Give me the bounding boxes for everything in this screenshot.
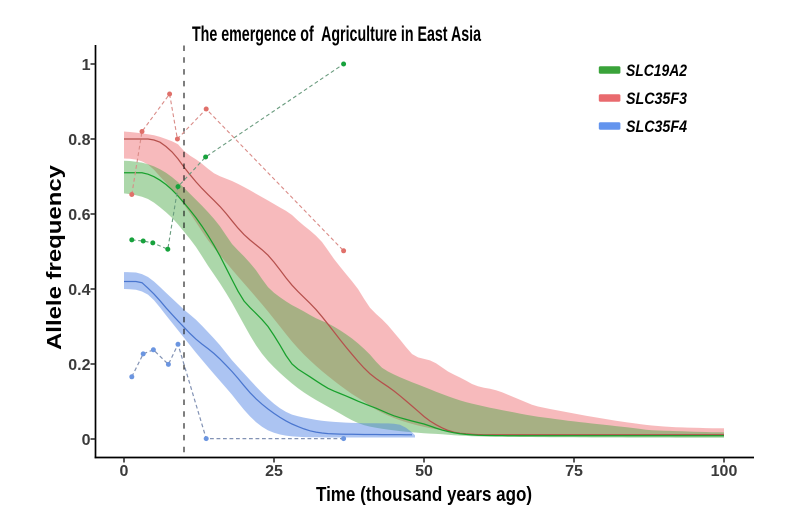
svg-text:0.6: 0.6 [68, 207, 90, 224]
svg-text:1: 1 [82, 57, 91, 74]
svg-text:0.4: 0.4 [68, 282, 90, 299]
svg-text:0: 0 [120, 463, 129, 480]
svg-text:0: 0 [82, 432, 91, 449]
svg-text:0.8: 0.8 [68, 132, 90, 149]
svg-text:75: 75 [565, 463, 583, 480]
svg-text:The emergence of Agriculture: The emergence of Agriculture in East Asi… [192, 23, 481, 46]
svg-text:100: 100 [711, 463, 738, 480]
svg-text:50: 50 [415, 463, 433, 480]
svg-text:SLC19A2: SLC19A2 [626, 62, 687, 80]
svg-text:Allele frequency: Allele frequency [43, 164, 66, 350]
svg-text:Time (thousand years ago): Time (thousand years ago) [316, 483, 532, 506]
svg-text:SLC35F3: SLC35F3 [626, 90, 687, 108]
svg-text:SLC35F4: SLC35F4 [626, 118, 687, 136]
svg-text:0.2: 0.2 [68, 357, 90, 374]
svg-text:25: 25 [265, 463, 283, 480]
